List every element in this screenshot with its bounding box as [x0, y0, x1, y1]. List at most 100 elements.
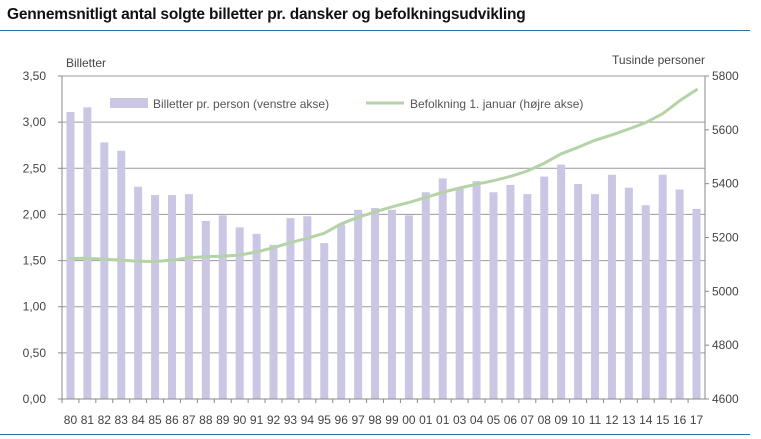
x-tick-label: 14: [639, 413, 653, 427]
x-tick-label: 88: [199, 413, 213, 427]
bar: [269, 244, 278, 399]
bar: [252, 233, 261, 399]
bar: [523, 194, 532, 399]
left-tick-label: 3,00: [23, 115, 47, 129]
x-tick-label: 01: [419, 413, 433, 427]
x-tick-label: 85: [148, 413, 162, 427]
x-tick-label: 87: [182, 413, 196, 427]
bar: [303, 216, 312, 399]
right-tick-label: 5000: [712, 284, 739, 298]
x-tick-label: 84: [131, 413, 145, 427]
left-tick-label: 1,50: [23, 254, 47, 268]
left-axis-ticks: 0,00 0,50 1,00 1,50 2,00 2,50 3,00 3,50: [23, 69, 62, 406]
bar: [692, 208, 701, 399]
bar: [574, 183, 583, 399]
x-tick-label: 05: [487, 413, 501, 427]
x-tick-label: 96: [335, 413, 349, 427]
title-divider: [0, 30, 750, 31]
bar: [117, 150, 126, 399]
bar: [675, 189, 684, 399]
x-tick-label: 91: [250, 413, 264, 427]
x-tick-label: 95: [318, 413, 332, 427]
right-tick-label: 4800: [712, 338, 739, 352]
bar: [421, 192, 430, 399]
x-tick-label: 94: [301, 413, 315, 427]
bar: [218, 215, 227, 399]
chart-title: Gennemsnitligt antal solgte billetter pr…: [7, 6, 526, 23]
bar: [184, 194, 193, 399]
right-tick-label: 5600: [712, 123, 739, 137]
left-tick-label: 3,50: [23, 69, 47, 83]
x-tick-label: 16: [673, 413, 687, 427]
x-tick-label: 08: [538, 413, 552, 427]
x-tick-label: 11: [589, 413, 602, 427]
bar: [624, 187, 633, 399]
bar: [201, 220, 210, 399]
bar: [151, 195, 160, 399]
left-tick-label: 1,00: [23, 300, 47, 314]
x-tick-label: 82: [98, 413, 112, 427]
bottom-divider: [0, 434, 750, 435]
bar: [387, 209, 396, 399]
x-tick-label: 92: [267, 413, 281, 427]
bar: [472, 181, 481, 399]
x-tick-label: 00: [402, 413, 416, 427]
x-tick-label: 93: [284, 413, 298, 427]
left-tick-label: 2,50: [23, 161, 47, 175]
population-line: [69, 88, 698, 263]
x-tick-label: 10: [571, 413, 585, 427]
bar: [286, 218, 295, 399]
x-tick-label: 03: [453, 413, 467, 427]
left-axis-label: Billetter: [66, 56, 106, 70]
bar: [66, 111, 75, 400]
right-axis-label: Tusinde personer: [612, 53, 705, 67]
bar: [489, 192, 498, 399]
bar: [404, 215, 413, 399]
line-series: [69, 88, 698, 263]
x-tick-label: 01: [436, 413, 450, 427]
bar: [658, 174, 667, 399]
x-tick-label: 83: [115, 413, 129, 427]
x-tick-label: 06: [504, 413, 518, 427]
bar: [337, 224, 346, 399]
bar: [591, 194, 600, 399]
bar: [354, 209, 363, 399]
right-tick-label: 5800: [712, 69, 739, 83]
bar: [235, 227, 244, 399]
x-tick-label: 09: [554, 413, 568, 427]
bar-series: [66, 107, 701, 400]
left-tick-label: 2,00: [23, 207, 47, 221]
x-tick-label: 86: [165, 413, 179, 427]
x-tick-label: 90: [233, 413, 247, 427]
x-tick-label: 17: [690, 413, 704, 427]
right-axis-ticks: 4600 4800 5000 5200 5400 5600 5800: [705, 69, 739, 406]
legend-bar-swatch: [110, 98, 148, 108]
x-tick-label: 81: [81, 413, 95, 427]
x-tick-label: 13: [622, 413, 636, 427]
x-tick-label: 89: [216, 413, 230, 427]
right-tick-label: 4600: [712, 392, 739, 406]
legend-line-label: Befolkning 1. januar (højre akse): [410, 97, 583, 111]
right-tick-label: 5400: [712, 177, 739, 191]
left-tick-label: 0,00: [23, 392, 47, 406]
bar: [557, 164, 566, 399]
x-tick-label: 99: [385, 413, 399, 427]
bar: [438, 178, 447, 399]
x-axis-ticks: 80 81 82 83 84 85 86 87 88 89 90 91 92 93 94 95 96 97 98 99…: [61, 399, 704, 427]
right-tick-label: 5200: [712, 231, 739, 245]
left-tick-label: 0,50: [23, 346, 47, 360]
bar: [320, 243, 329, 399]
x-tick-label: 80: [64, 413, 78, 427]
legend: Billetter pr. person (venstre akse) Befo…: [110, 97, 583, 111]
x-tick-label: 97: [351, 413, 365, 427]
bar: [167, 195, 176, 399]
bar: [100, 142, 109, 399]
bar: [134, 186, 143, 399]
bar: [506, 184, 515, 399]
bar: [607, 174, 616, 399]
bar: [641, 205, 650, 399]
x-tick-label: 15: [656, 413, 670, 427]
bar: [83, 107, 92, 400]
x-tick-label: 98: [368, 413, 382, 427]
